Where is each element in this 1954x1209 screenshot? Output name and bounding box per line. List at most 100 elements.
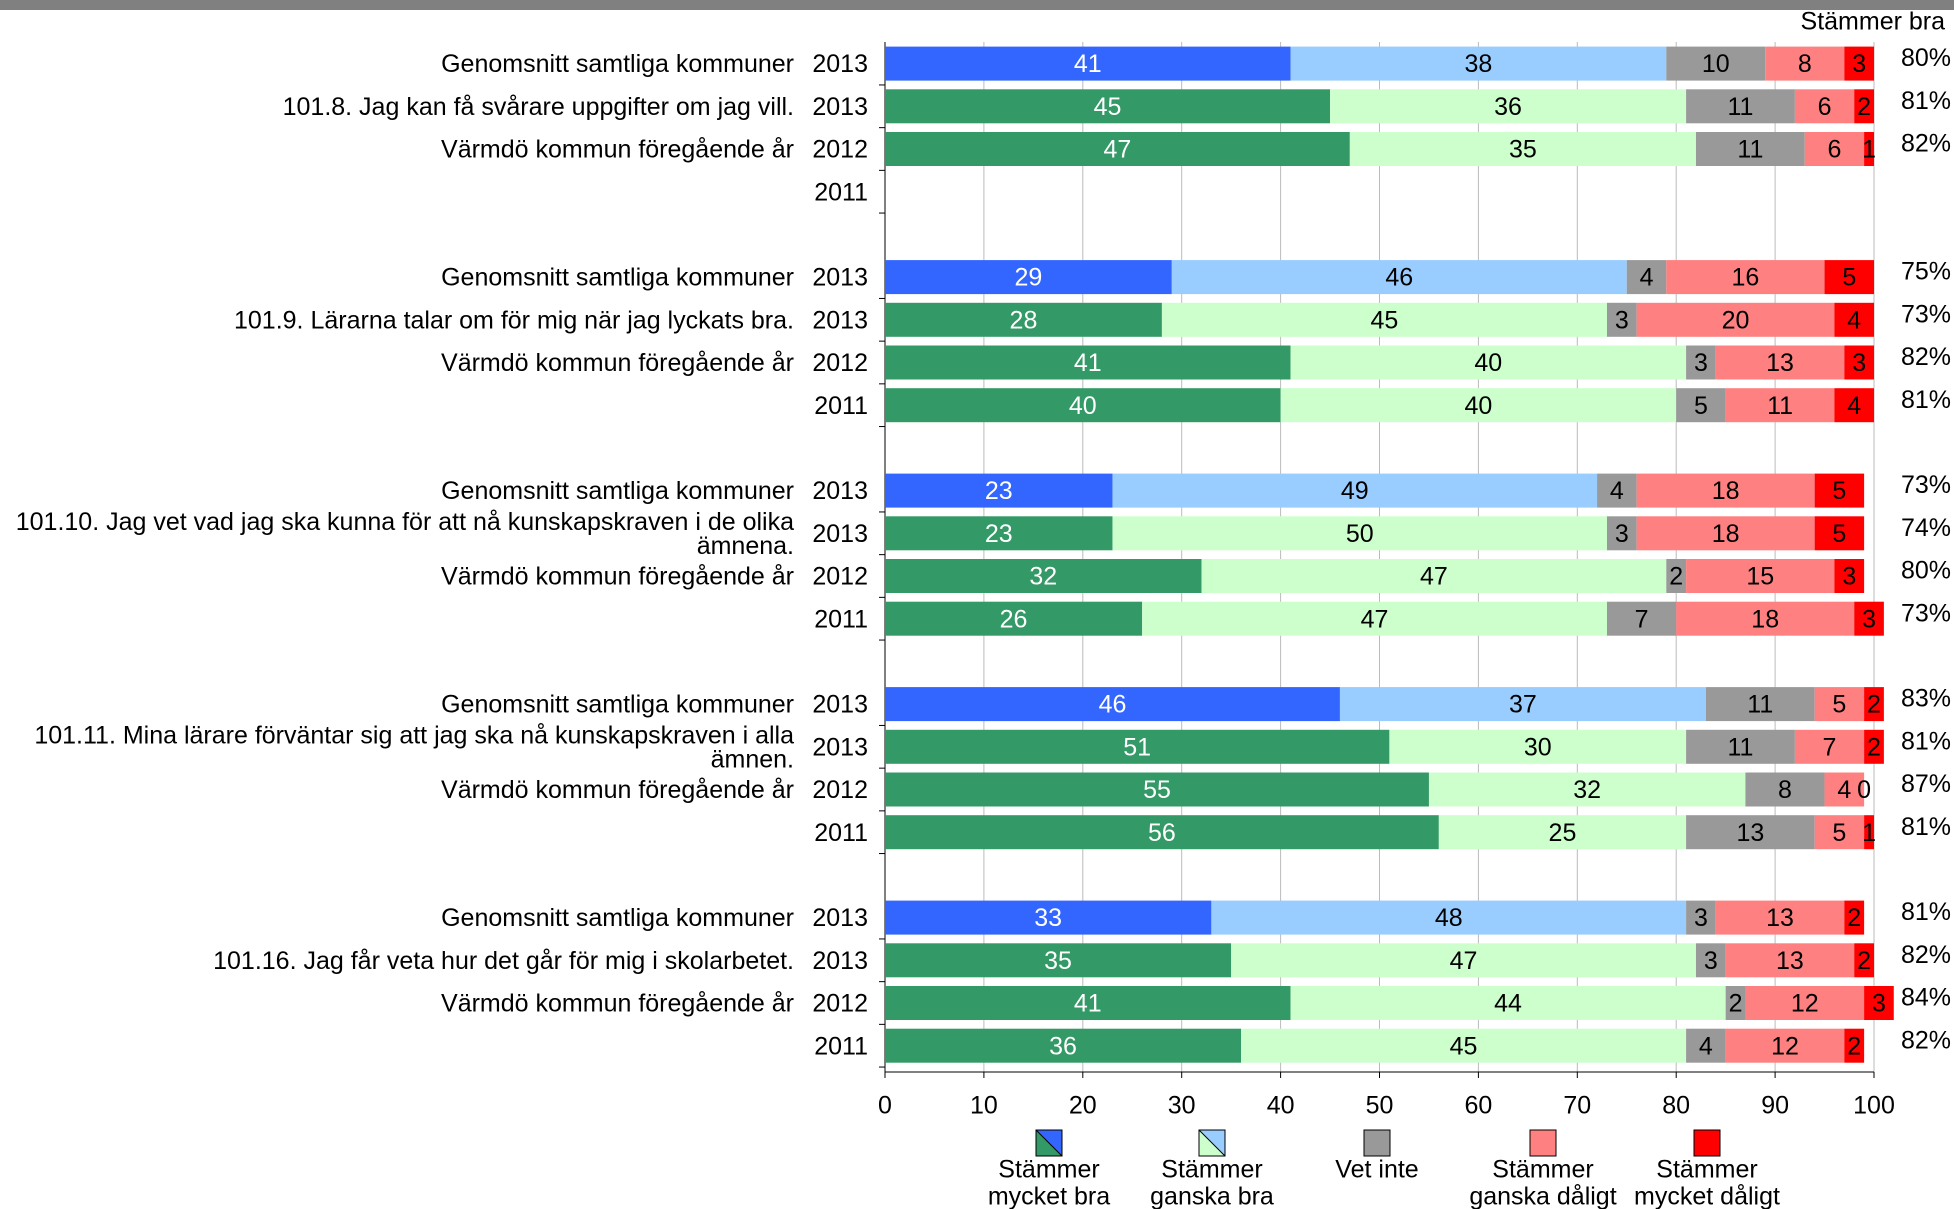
segment-label: 51 xyxy=(1123,733,1151,761)
bar-segment xyxy=(1389,729,1687,764)
year-label: 2012 xyxy=(812,136,868,164)
bar-segment xyxy=(885,1028,1242,1063)
row-label: 101.10. Jag vet vad jag ska kunna för at… xyxy=(16,508,794,536)
legend-label: mycket dåligt xyxy=(1634,1183,1780,1209)
segment-label: 50 xyxy=(1346,520,1374,548)
segment-label: 5 xyxy=(1832,819,1846,847)
segment-label: 2 xyxy=(1857,93,1871,121)
bar-segment xyxy=(1844,900,1865,935)
segment-label: 6 xyxy=(1818,93,1832,121)
bar-segment xyxy=(1290,986,1726,1020)
segment-label: 16 xyxy=(1732,264,1760,292)
segment-label: 5 xyxy=(1832,520,1846,548)
year-label: 2013 xyxy=(812,520,868,548)
segment-label: 13 xyxy=(1766,349,1794,377)
bar-segment xyxy=(1864,687,1884,722)
segment-label: 48 xyxy=(1435,904,1463,932)
bar-segment xyxy=(1864,986,1894,1020)
row-label: Värmdö kommun föregående år xyxy=(441,349,794,377)
share-label: 81% xyxy=(1901,813,1951,841)
bar-segment xyxy=(1280,388,1677,423)
row-label: Värmdö kommun föregående år xyxy=(441,136,794,164)
legend-label: Vet inte xyxy=(1335,1156,1418,1184)
bar-segment xyxy=(885,986,1291,1020)
row-label: ämnen. xyxy=(711,745,794,773)
segment-label: 38 xyxy=(1464,50,1492,78)
bar-segment xyxy=(885,900,1212,935)
bar-segment xyxy=(1864,815,1874,850)
bar-segment xyxy=(885,132,1350,166)
row-label: 101.9. Lärarna talar om för mig när jag … xyxy=(234,306,794,334)
legend-swatch-edge xyxy=(1198,1129,1226,1157)
bar-segment xyxy=(1231,943,1696,978)
segment-label: 2 xyxy=(1847,904,1861,932)
segment-label: 3 xyxy=(1862,605,1876,633)
segment-label: 2 xyxy=(1729,990,1743,1018)
segment-label: 40 xyxy=(1474,349,1502,377)
segment-label: 40 xyxy=(1069,392,1097,420)
segment-label: 11 xyxy=(1728,93,1754,121)
legend-label: Stämmer xyxy=(1656,1156,1757,1184)
segment-label: 1 xyxy=(1862,819,1876,847)
segment-label: 44 xyxy=(1494,990,1522,1018)
share-label: 74% xyxy=(1901,514,1951,542)
segment-label: 40 xyxy=(1464,392,1492,420)
year-label: 2013 xyxy=(812,264,868,292)
bar-segment xyxy=(1814,473,1865,508)
bar-segment xyxy=(1339,687,1706,722)
bar-segment xyxy=(1715,345,1845,380)
share-label: 81% xyxy=(1901,727,1951,755)
bar-segment xyxy=(1686,815,1815,850)
segment-label: 45 xyxy=(1371,306,1399,334)
bar-segment xyxy=(1666,260,1825,295)
segment-label: 32 xyxy=(1573,776,1601,804)
share-label: 82% xyxy=(1901,343,1951,371)
bar-segment xyxy=(1725,943,1855,978)
segment-label: 5 xyxy=(1832,691,1846,719)
segment-label: 12 xyxy=(1771,1032,1799,1060)
legend-label: ganska bra xyxy=(1150,1183,1274,1209)
bar-segment xyxy=(885,772,1429,807)
share-label: 83% xyxy=(1901,685,1951,713)
segment-label: 41 xyxy=(1074,50,1102,78)
bar-segment xyxy=(885,388,1281,423)
segment-label: 35 xyxy=(1044,947,1072,975)
share-label: 73% xyxy=(1901,300,1951,328)
row-label: Genomsnitt samtliga kommuner xyxy=(441,477,794,505)
bar-segment xyxy=(1854,943,1874,978)
legend-label: Stämmer xyxy=(998,1156,1099,1184)
bar-segment xyxy=(1241,1028,1687,1063)
segment-label: 35 xyxy=(1509,136,1537,164)
share-label: 73% xyxy=(1901,471,1951,499)
segment-label: 11 xyxy=(1728,733,1754,761)
share-label: 80% xyxy=(1901,557,1951,585)
bar-segment xyxy=(1814,815,1865,850)
bar-segment xyxy=(885,260,1172,295)
share-label: 82% xyxy=(1901,130,1951,158)
segment-label: 7 xyxy=(1823,733,1837,761)
segment-label: 2 xyxy=(1857,947,1871,975)
share-label: 80% xyxy=(1901,44,1951,72)
segment-label: 4 xyxy=(1837,776,1851,804)
segment-label: 4 xyxy=(1640,264,1654,292)
year-label: 2012 xyxy=(812,563,868,591)
legend-swatch-edge xyxy=(1035,1129,1063,1157)
bar-segment xyxy=(1606,516,1637,551)
bar-segment xyxy=(1438,815,1687,850)
segment-label: 6 xyxy=(1827,136,1841,164)
row-label: ämnena. xyxy=(697,532,794,560)
share-label: 75% xyxy=(1901,258,1951,286)
bar-segment xyxy=(885,815,1439,850)
year-label: 2013 xyxy=(812,306,868,334)
x-tick-label: 50 xyxy=(1366,1092,1394,1120)
segment-label: 47 xyxy=(1450,947,1478,975)
year-label: 2011 xyxy=(814,819,868,847)
bar-segment xyxy=(1112,473,1598,508)
bar-segment xyxy=(1854,601,1884,636)
bar-segment xyxy=(1864,132,1874,166)
segment-label: 13 xyxy=(1776,947,1804,975)
x-tick-label: 20 xyxy=(1069,1092,1097,1120)
segment-label: 4 xyxy=(1699,1032,1713,1060)
bar-segment xyxy=(1636,302,1835,337)
segment-label: 4 xyxy=(1847,392,1861,420)
